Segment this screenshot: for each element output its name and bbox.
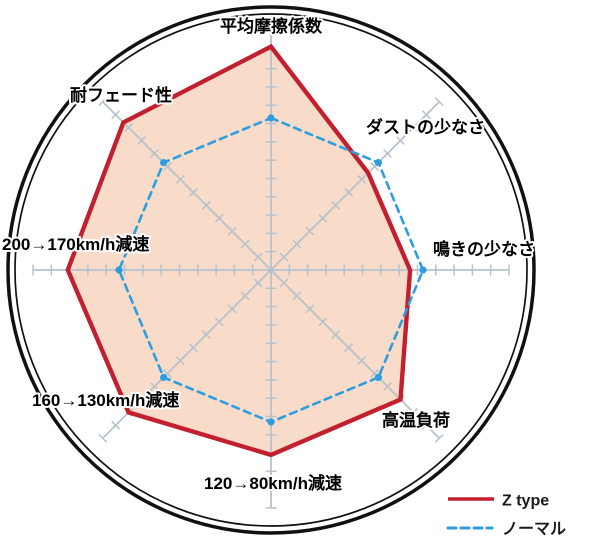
axis-tick — [357, 174, 367, 184]
series-layer — [65, 43, 427, 458]
axis-tick — [292, 239, 302, 249]
axis-tick — [111, 420, 121, 430]
axis-line-7 — [102, 101, 272, 271]
normal-vertex-dot — [374, 159, 382, 167]
axis-line-1 — [270, 101, 440, 271]
axis-tick — [370, 369, 379, 378]
axis-label-low-noise: 鳴きの少なさ — [433, 239, 535, 259]
normal-vertex-dot — [267, 418, 275, 426]
axis-tick — [240, 291, 250, 301]
axis-tick — [279, 252, 289, 262]
axis-tick — [279, 278, 289, 288]
outer-ring — [6, 5, 536, 535]
axis-tick — [201, 330, 211, 340]
axis-tick — [188, 187, 198, 197]
axis-tick — [357, 356, 367, 366]
axis-label-low-dust: ダストの少なさ — [366, 117, 485, 137]
axis-tick — [408, 407, 418, 417]
axis-tick — [214, 213, 224, 223]
axis-label-high-temp-load: 高温負荷 — [382, 410, 450, 430]
axis-tick — [253, 252, 263, 262]
axis-tick — [383, 149, 392, 158]
z-type-polygon — [65, 43, 413, 458]
axis-tick — [434, 97, 444, 107]
axis-tick — [201, 200, 211, 210]
normal-vertex-dot — [419, 266, 427, 274]
normal-vertex-dot — [160, 159, 168, 167]
axis-label-120-80-deceleration: 120→80km/h減速 — [204, 473, 342, 493]
axis-tick — [421, 110, 431, 120]
axis-tick — [214, 317, 224, 327]
axis-tick — [111, 110, 121, 120]
axis-tick — [124, 123, 134, 133]
axis-tick — [305, 304, 315, 314]
axis-tick — [344, 187, 354, 197]
axis-tick — [396, 136, 405, 145]
axis-tick — [331, 200, 341, 210]
legend-normal-label: ノーマル — [502, 521, 566, 538]
axis-tick — [150, 382, 159, 391]
axis-tick — [331, 330, 341, 340]
axis-tick — [137, 395, 146, 404]
normal-vertex-dot — [374, 373, 382, 381]
axis-tick — [318, 317, 328, 327]
axis-tick — [240, 239, 250, 249]
axis-tick — [421, 420, 431, 430]
normal-vertex-dot — [267, 114, 275, 122]
normal-vertex-dot — [115, 266, 123, 274]
axis-tick — [253, 278, 263, 288]
axis-tick — [434, 433, 444, 443]
axis-tick — [318, 213, 328, 223]
axis-line-5 — [102, 269, 272, 439]
axis-label-160-130-deceleration: 160→130km/h減速 — [32, 390, 179, 410]
axis-tick — [137, 136, 146, 145]
axis-tick — [227, 226, 237, 236]
axis-tick — [408, 123, 418, 133]
axis-tick — [98, 433, 108, 443]
axis-tick — [344, 343, 354, 353]
axis-tick — [150, 149, 159, 158]
axis-label-fade-resistance: 耐フェード性 — [70, 85, 172, 105]
axis-line-3 — [270, 269, 440, 439]
inner-ring — [14, 13, 528, 527]
axis-tick — [292, 291, 302, 301]
axis-tick — [227, 304, 237, 314]
axis-tick — [163, 162, 172, 171]
axis-tick — [175, 356, 185, 366]
axis-tick — [175, 174, 185, 184]
axis-label-200-170-deceleration: 200→170km/h減速 — [2, 234, 149, 254]
axis-label-friction-coefficient: 平均摩擦係数 — [220, 16, 323, 36]
axis-tick — [98, 97, 108, 107]
axis-tick — [188, 343, 198, 353]
axis-tick — [163, 369, 172, 378]
radar-grid — [32, 31, 510, 509]
axis-tick — [370, 162, 379, 171]
normal-vertex-dot — [160, 373, 168, 381]
legend: Z type ノーマル — [446, 491, 568, 540]
axis-tick — [305, 226, 315, 236]
axis-tick — [383, 382, 392, 391]
legend-z-type-label: Z type — [502, 493, 549, 510]
